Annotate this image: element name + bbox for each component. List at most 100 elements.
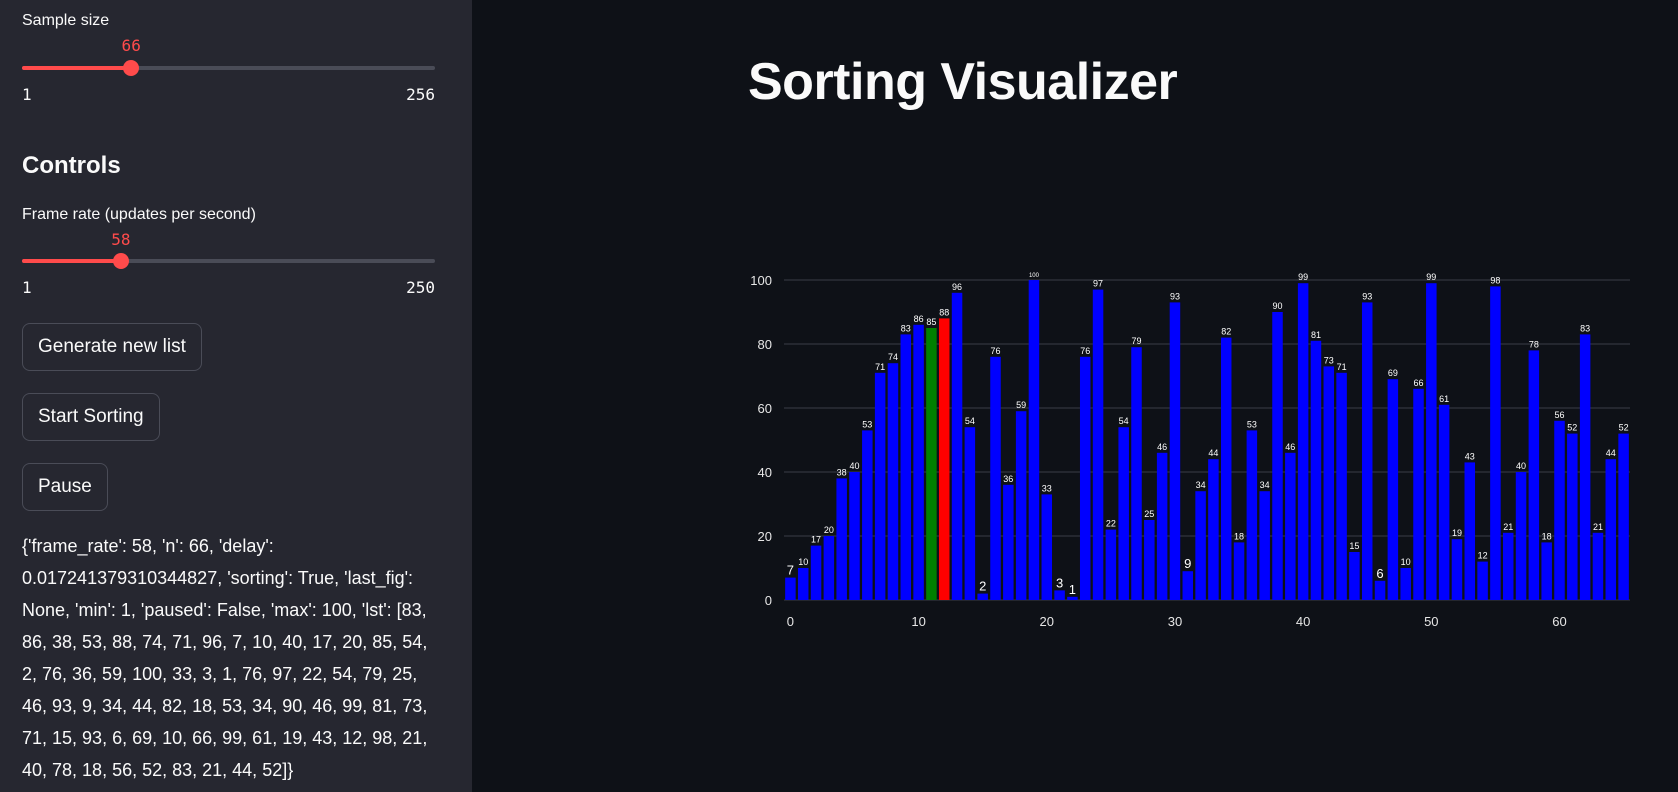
bar-value-label: 53: [862, 419, 872, 429]
x-tick-label: 0: [787, 614, 794, 629]
frame-rate-fill: [22, 259, 121, 263]
bar: [1605, 459, 1617, 600]
bar: [1567, 433, 1578, 600]
bar: [1015, 411, 1027, 600]
bar-value-label: 83: [1580, 323, 1590, 333]
bar-value-label: 54: [1119, 416, 1129, 426]
bar-value-label: 10: [1401, 557, 1411, 567]
frame-rate-slider[interactable]: Frame rate (updates per second) 58 1 250: [22, 192, 435, 297]
bar: [1054, 590, 1065, 600]
pause-button[interactable]: Pause: [22, 463, 108, 511]
bar: [1156, 452, 1168, 600]
bar: [990, 356, 1001, 600]
bar: [836, 478, 847, 600]
bar-value-label: 96: [952, 282, 962, 292]
x-tick-label: 60: [1552, 614, 1566, 629]
bar: [1361, 302, 1373, 600]
bar: [887, 363, 899, 600]
bar: [1131, 347, 1142, 600]
bar-value-label: 99: [1298, 272, 1308, 282]
bar-value-label: 78: [1529, 339, 1539, 349]
bar: [1528, 350, 1540, 600]
bar: [1400, 568, 1411, 600]
bar-value-label: 21: [1503, 522, 1513, 532]
bar: [874, 372, 886, 600]
bar-value-label: 2: [979, 579, 986, 594]
main-content: Sorting Visualizer 0 20 40 60 80 100 0 10 20 30 40…: [472, 0, 1678, 792]
bar-value-label: 19: [1452, 528, 1462, 538]
bar: [1003, 484, 1014, 600]
bar-value-label: 15: [1349, 541, 1359, 551]
bar-value-label: 71: [875, 362, 885, 372]
bar: [1554, 420, 1565, 600]
bar-value-label: 56: [1554, 410, 1564, 420]
bar: [1413, 388, 1424, 600]
generate-new-list-button[interactable]: Generate new list: [22, 323, 202, 371]
bar-value-label: 21: [1593, 522, 1603, 532]
y-tick-label: 100: [750, 273, 772, 288]
y-tick-label: 0: [765, 593, 772, 608]
bar: [1220, 337, 1232, 600]
bar-value-label: 100: [1029, 273, 1040, 279]
bar: [1477, 561, 1488, 600]
bar-value-label: 76: [990, 346, 1000, 356]
sample-size-fill: [22, 66, 132, 70]
bar-value-label: 93: [1362, 291, 1372, 301]
bar-value-label: 79: [1131, 336, 1141, 346]
bar: [938, 318, 950, 600]
bar-value-label: 9: [1184, 556, 1191, 571]
bar-value-label: 12: [1478, 551, 1488, 561]
bar: [913, 324, 924, 600]
y-tick-label: 20: [758, 529, 772, 544]
x-tick-label: 10: [911, 614, 925, 629]
sidebar: Sample size 66 1 256 Controls Frame rate…: [0, 0, 472, 792]
sample-size-value: 66: [121, 36, 141, 55]
sample-size-thumb[interactable]: [123, 60, 140, 76]
bar: [785, 577, 796, 600]
bar: [1323, 366, 1335, 600]
bar-value-label: 34: [1196, 480, 1206, 490]
bar: [1285, 452, 1296, 600]
sample-size-label: Sample size: [22, 12, 110, 29]
frame-rate-track[interactable]: [22, 253, 435, 269]
bar: [1144, 520, 1155, 600]
bar-value-label: 74: [888, 352, 898, 362]
bar: [1490, 286, 1501, 600]
bar-value-label: 20: [824, 525, 834, 535]
bar: [1092, 289, 1104, 600]
frame-rate-min: 1: [22, 278, 32, 297]
bar: [862, 430, 873, 600]
bar-value-label: 40: [1516, 461, 1526, 471]
bar-value-label: 71: [1337, 362, 1347, 372]
x-tick-label: 30: [1168, 614, 1182, 629]
bar: [926, 328, 937, 600]
x-tick-label: 50: [1424, 614, 1438, 629]
bar-value-label: 88: [939, 307, 949, 317]
bar-value-label: 90: [1272, 301, 1282, 311]
bar-value-label: 43: [1465, 451, 1475, 461]
sample-size-slider[interactable]: Sample size 66 1 256: [22, 0, 435, 110]
x-tick-label: 40: [1296, 614, 1310, 629]
bar-value-label: 17: [811, 535, 821, 545]
bar: [1297, 283, 1309, 600]
bar: [823, 536, 835, 600]
bar-value-label: 6: [1376, 566, 1383, 581]
session-state-text: {'frame_rate': 58, 'n': 66, 'delay': 0.0…: [22, 536, 428, 780]
bar-value-label: 53: [1247, 419, 1257, 429]
sample-size-track[interactable]: [22, 60, 435, 76]
bar: [951, 292, 963, 600]
bar-value-label: 85: [926, 317, 936, 327]
bar: [1169, 302, 1181, 600]
bar: [1067, 596, 1078, 600]
bar-value-label: 3: [1056, 575, 1063, 590]
bar: [1541, 542, 1552, 600]
start-sorting-button[interactable]: Start Sorting: [22, 393, 160, 441]
bar: [1079, 356, 1091, 600]
bar: [1208, 459, 1219, 600]
frame-rate-thumb[interactable]: [112, 253, 129, 269]
bar: [849, 472, 860, 600]
bar: [1515, 472, 1527, 600]
bar-value-label: 76: [1080, 346, 1090, 356]
bar-value-label: 22: [1106, 519, 1116, 529]
